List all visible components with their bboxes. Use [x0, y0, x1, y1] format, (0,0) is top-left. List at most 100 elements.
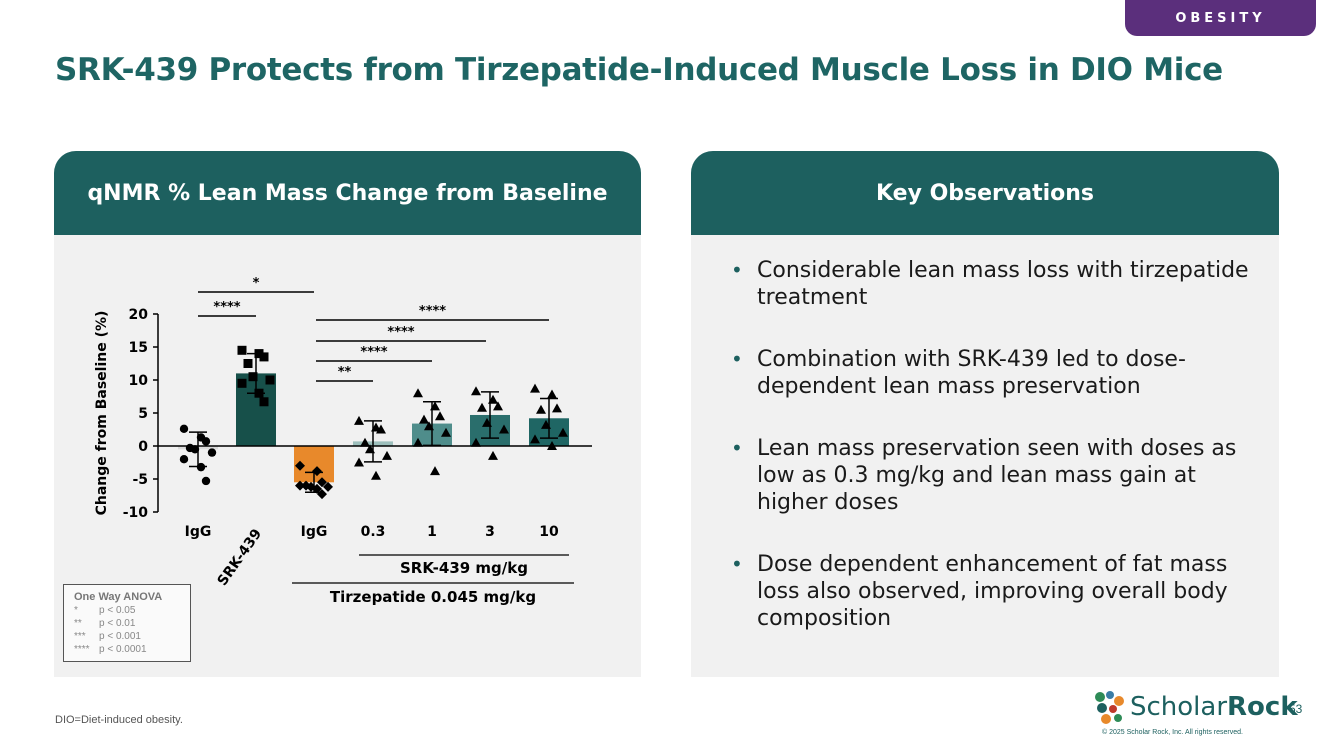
observation-item: • Combination with SRK-439 led to dose-de… — [731, 346, 1249, 400]
data-point — [360, 437, 370, 447]
legend-title: One Way ANOVA — [74, 591, 163, 603]
x-tick-label: 10 — [539, 524, 559, 540]
legend-row: * p < 0.05 — [74, 604, 190, 617]
legend-row: ** p < 0.01 — [74, 617, 190, 630]
significance-label: **** — [419, 304, 446, 319]
observations-list: • Considerable lean mass loss with tirzep… — [691, 235, 1279, 632]
data-point — [259, 352, 269, 362]
data-point — [237, 345, 247, 355]
data-point — [354, 415, 364, 425]
legend-symbol: *** — [74, 631, 86, 642]
observation-item: • Dose dependent enhancement of fat mass … — [731, 551, 1249, 632]
data-point — [179, 424, 189, 434]
significance-label: ** — [338, 365, 352, 380]
legend-symbol: * — [74, 605, 78, 616]
data-point — [441, 427, 451, 437]
legend-row: **** p < 0.0001 — [74, 643, 190, 656]
data-point — [435, 411, 445, 421]
data-point — [179, 455, 189, 464]
legend-row: *** p < 0.001 — [74, 630, 190, 643]
legend-text: p < 0.01 — [99, 618, 136, 629]
significance-label: **** — [360, 345, 387, 360]
page-number: 53 — [1289, 702, 1303, 716]
copyright: © 2025 Scholar Rock, Inc. All rights res… — [1102, 729, 1243, 736]
y-tick-label: 20 — [129, 307, 149, 323]
data-point — [248, 372, 258, 382]
y-axis-title: Change from Baseline (%) — [94, 311, 110, 516]
data-point — [237, 378, 247, 388]
group-label: Tirzepatide 0.045 mg/kg — [330, 588, 536, 606]
legend-text: p < 0.05 — [99, 605, 136, 616]
bullet-icon: • — [731, 347, 743, 371]
legend-symbol: **** — [74, 644, 90, 655]
legend-text: p < 0.0001 — [99, 644, 147, 655]
data-point — [547, 441, 557, 450]
legend-text: p < 0.001 — [99, 631, 141, 642]
data-point — [419, 414, 429, 424]
y-tick-label: 0 — [138, 439, 148, 455]
y-tick-label: -5 — [132, 472, 148, 488]
x-tick-label: IgG — [185, 524, 212, 540]
data-point — [201, 476, 211, 486]
data-point — [430, 466, 440, 476]
observation-text: Lean mass preservation seen with doses a… — [757, 436, 1237, 515]
data-point — [295, 460, 305, 471]
section-tag: OBESITY — [1125, 0, 1316, 36]
data-point — [259, 397, 269, 407]
company-logo: ScholarRock © 2025 Scholar Rock, Inc. Al… — [1092, 689, 1298, 745]
y-tick-label: 15 — [129, 340, 148, 356]
group-label: SRK-439 mg/kg — [400, 559, 528, 577]
anova-legend: One Way ANOVA * p < 0.05 ** p < 0.01 *** p … — [63, 584, 191, 662]
observations-heading: Key Observations — [691, 151, 1279, 235]
lean-mass-chart: 20 15 10 5 0 -5 -10 Change from Baseline (%) IgG… — [94, 276, 592, 606]
x-tick-label: 0.3 — [361, 524, 386, 540]
observations-panel: Key Observations • Considerable lean mass… — [691, 151, 1279, 677]
data-point — [552, 403, 562, 413]
x-tick-label: 3 — [485, 524, 495, 540]
y-tick-label: 5 — [138, 406, 148, 422]
logo-name-light: Scholar — [1130, 692, 1228, 722]
data-point — [265, 375, 275, 385]
observation-item: • Considerable lean mass loss with tirzep… — [731, 257, 1249, 311]
page-title: SRK-439 Protects from Tirzepatide-Induce… — [55, 52, 1223, 88]
data-point — [471, 437, 481, 447]
data-point — [499, 424, 509, 434]
x-tick-label: IgG — [301, 524, 328, 540]
logo-mark-icon — [1095, 691, 1124, 724]
chart-panel: qNMR % Lean Mass Change from Baseline 20… — [54, 151, 641, 677]
bullet-icon: • — [731, 552, 743, 576]
legend-symbol: ** — [74, 618, 82, 629]
data-point — [413, 388, 423, 398]
observation-item: • Lean mass preservation seen with doses … — [731, 435, 1249, 516]
data-point — [493, 401, 503, 411]
data-point — [413, 437, 423, 447]
observation-text: Considerable lean mass loss with tirzepa… — [757, 258, 1249, 310]
data-point — [376, 424, 386, 434]
data-point — [547, 389, 557, 399]
data-point — [295, 480, 305, 491]
chart-panel-heading: qNMR % Lean Mass Change from Baseline — [54, 151, 641, 235]
logo-name-bold: Rock — [1227, 692, 1298, 722]
data-point — [530, 383, 540, 393]
data-point — [207, 448, 217, 457]
bullet-icon: • — [731, 436, 743, 460]
data-point — [530, 434, 540, 444]
logo-wordmark: ScholarRock — [1130, 692, 1298, 722]
data-point — [558, 427, 568, 437]
y-tick-label: 10 — [129, 373, 149, 389]
data-point — [354, 457, 364, 467]
y-tick-label: -10 — [123, 505, 149, 521]
observation-text: Dose dependent enhancement of fat mass l… — [757, 552, 1228, 631]
data-point — [471, 386, 481, 396]
data-point — [371, 470, 381, 480]
significance-label: * — [253, 276, 260, 291]
data-point — [190, 445, 200, 454]
data-point — [323, 481, 333, 492]
data-point — [317, 477, 327, 488]
data-point — [488, 450, 498, 460]
x-tick-label: 1 — [427, 524, 437, 540]
observation-text: Combination with SRK-439 led to dose-dep… — [757, 347, 1186, 399]
x-tick-label: SRK-439 — [215, 526, 266, 589]
significance-label: **** — [387, 325, 414, 340]
data-point — [536, 404, 546, 414]
